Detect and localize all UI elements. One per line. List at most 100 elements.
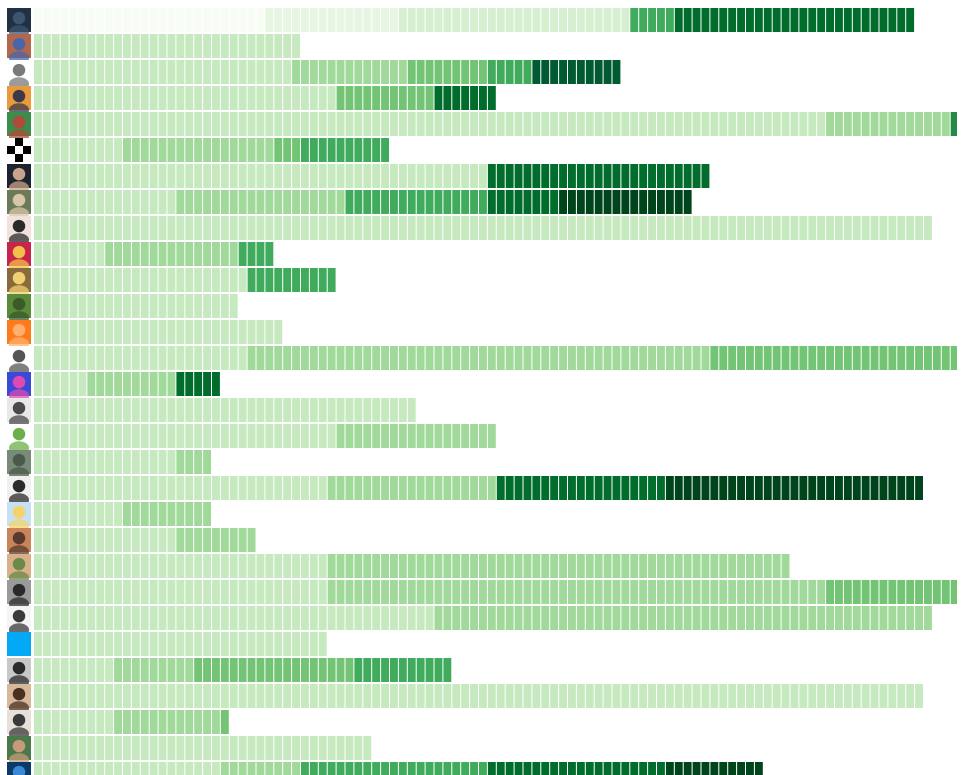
heatmap-cell	[532, 580, 541, 604]
heatmap-cell	[505, 216, 514, 240]
heatmap-cell	[274, 424, 283, 448]
avatar-troll-face-icon	[7, 346, 31, 377]
heatmap-cell	[158, 632, 167, 656]
heatmap-cell	[78, 268, 87, 292]
heatmap-cell	[327, 762, 336, 775]
heatmap-cell	[158, 112, 167, 136]
heatmap-cell	[879, 606, 888, 630]
heatmap-cell	[34, 60, 42, 84]
heatmap-cell	[728, 8, 737, 32]
heatmap-cell	[568, 580, 576, 604]
heatmap-cell	[256, 606, 265, 630]
heatmap-row	[34, 190, 692, 214]
heatmap-cell	[576, 684, 585, 708]
heatmap-cell	[105, 86, 114, 110]
heatmap-cell	[470, 606, 478, 630]
heatmap-cell	[621, 606, 630, 630]
heatmap-cell	[398, 580, 407, 604]
heatmap-cell	[87, 346, 96, 370]
heatmap-cell	[817, 346, 826, 370]
heatmap-cell	[51, 34, 60, 58]
heatmap-cell	[96, 476, 105, 500]
heatmap-cell	[203, 112, 211, 136]
heatmap-cell	[612, 190, 621, 214]
heatmap-cell	[327, 606, 336, 630]
heatmap-cell	[131, 528, 140, 552]
heatmap-cell	[763, 606, 772, 630]
heatmap-cell	[194, 34, 203, 58]
heatmap-cell	[808, 606, 817, 630]
heatmap-cell	[692, 606, 701, 630]
heatmap-cell	[398, 216, 407, 240]
heatmap-cell	[105, 606, 114, 630]
heatmap-cell	[256, 398, 265, 422]
heatmap-cell	[176, 346, 185, 370]
heatmap-cell	[336, 424, 345, 448]
heatmap-cell	[603, 554, 612, 578]
heatmap-cell	[220, 736, 229, 760]
heatmap-cell	[470, 476, 478, 500]
heatmap-cell	[941, 346, 950, 370]
heatmap-cell	[265, 606, 274, 630]
heatmap-cell	[42, 502, 51, 526]
heatmap-cell	[648, 554, 656, 578]
heatmap-cell	[158, 502, 167, 526]
heatmap-cell	[772, 606, 781, 630]
heatmap-cell	[274, 60, 283, 84]
heatmap-cell	[514, 190, 523, 214]
heatmap-cell	[87, 658, 96, 682]
heatmap-cell	[60, 450, 69, 474]
heatmap-cell	[630, 164, 639, 188]
heatmap-cell	[523, 346, 532, 370]
heatmap-cell	[301, 554, 309, 578]
heatmap-cell	[398, 554, 407, 578]
heatmap-cell	[870, 580, 879, 604]
heatmap-cell	[443, 762, 452, 775]
heatmap-cell	[131, 658, 140, 682]
heatmap-cell	[879, 216, 888, 240]
avatar-column	[7, 8, 31, 775]
heatmap-cell	[746, 346, 754, 370]
heatmap-cell	[559, 112, 567, 136]
heatmap-cell	[496, 684, 505, 708]
heatmap-cell	[78, 528, 87, 552]
heatmap-cell	[229, 8, 238, 32]
heatmap-cell	[852, 346, 861, 370]
heatmap-cell	[309, 138, 318, 162]
heatmap-cell	[309, 632, 318, 656]
heatmap-cell	[96, 346, 105, 370]
heatmap-cell	[140, 658, 149, 682]
heatmap-cell	[710, 216, 719, 240]
heatmap-cell	[140, 736, 149, 760]
heatmap-cell	[318, 398, 327, 422]
heatmap-cell	[247, 476, 256, 500]
heatmap-cell	[185, 502, 194, 526]
heatmap-cell	[443, 216, 452, 240]
heatmap-cell	[176, 762, 185, 775]
heatmap-cell	[60, 762, 69, 775]
heatmap-cell	[852, 112, 861, 136]
heatmap-cell	[576, 60, 585, 84]
heatmap-cell	[772, 8, 781, 32]
heatmap-cell	[363, 346, 372, 370]
heatmap-cell	[692, 684, 701, 708]
heatmap-cell	[781, 606, 790, 630]
heatmap-cell	[176, 710, 185, 734]
heatmap-cell	[327, 86, 336, 110]
heatmap-cell	[318, 632, 327, 656]
heatmap-cell	[34, 320, 42, 344]
heatmap-cell	[203, 736, 211, 760]
heatmap-cell	[425, 216, 434, 240]
heatmap-cell	[674, 684, 683, 708]
heatmap-cell	[879, 684, 888, 708]
heatmap-cell	[69, 736, 78, 760]
heatmap-cell	[470, 216, 478, 240]
heatmap-cell	[781, 346, 790, 370]
heatmap-cell	[363, 658, 372, 682]
heatmap-cell	[131, 60, 140, 84]
heatmap-cell	[327, 60, 336, 84]
heatmap-cell	[390, 190, 398, 214]
heatmap-cell	[265, 684, 274, 708]
heatmap-cell	[416, 216, 425, 240]
heatmap-cell	[158, 34, 167, 58]
